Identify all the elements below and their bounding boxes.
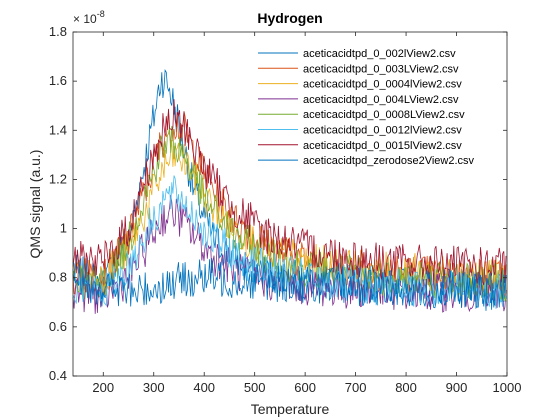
x-tick-label: 500 bbox=[244, 380, 266, 395]
x-tick-label: 800 bbox=[395, 380, 417, 395]
y-tick-label: 0.4 bbox=[49, 368, 67, 383]
legend-entry-3: aceticacidtpd_0_0004lView2.csv bbox=[303, 79, 462, 91]
y-tick-label: 1.4 bbox=[49, 122, 67, 137]
y-tick-label: 0.8 bbox=[49, 270, 67, 285]
y-multiplier-label: × 10 bbox=[73, 12, 97, 26]
series-line-7 bbox=[72, 99, 507, 286]
y-tick-label: 1.8 bbox=[49, 24, 67, 39]
series-line-8 bbox=[72, 258, 507, 311]
y-tick-label: 1.6 bbox=[49, 73, 67, 88]
legend-entry-4: aceticacidtpd_0_004LView2.csv bbox=[303, 94, 459, 106]
svg-text:× 10-8: × 10-8 bbox=[73, 9, 105, 26]
x-tick-label: 900 bbox=[446, 380, 468, 395]
legend: aceticacidtpd_0_002lView2.csv aceticacidt… bbox=[258, 48, 475, 167]
x-tick-label: 600 bbox=[294, 380, 316, 395]
ticks-layer: 200 300 400 500 600 700 800 900 1000 0.4 0.6 0.8 1 1.… bbox=[49, 24, 522, 395]
y-multiplier-exponent: -8 bbox=[97, 9, 105, 19]
legend-entry-6: aceticacidtpd_0_0012lView2.csv bbox=[303, 125, 462, 137]
series-layer bbox=[72, 69, 507, 314]
chart-title: Hydrogen bbox=[257, 10, 322, 26]
x-tick-label: 700 bbox=[345, 380, 367, 395]
y-tick-label: 1 bbox=[60, 221, 67, 236]
legend-entry-1: aceticacidtpd_0_002lView2.csv bbox=[303, 48, 456, 60]
legend-entry-5: aceticacidtpd_0_0008LView2.csv bbox=[303, 109, 465, 121]
y-tick-label: 1.2 bbox=[49, 171, 67, 186]
x-tick-label: 300 bbox=[143, 380, 165, 395]
legend-entry-2: aceticacidtpd_0_003LView2.csv bbox=[303, 63, 459, 75]
x-tick-label: 200 bbox=[92, 380, 114, 395]
plot-background bbox=[73, 32, 507, 376]
legend-entry-8: aceticacidtpd_zerodose2View2.csv bbox=[303, 155, 475, 167]
x-tick-label: 1000 bbox=[493, 380, 522, 395]
legend-entry-7: aceticacidtpd_0_0015lView2.csv bbox=[303, 140, 462, 152]
series-line-6 bbox=[72, 175, 507, 309]
plot-frame bbox=[72, 31, 508, 377]
y-axis-label: QMS signal (a.u.) bbox=[27, 150, 43, 259]
x-tick-label: 400 bbox=[193, 380, 215, 395]
x-axis-label: Temperature bbox=[251, 401, 330, 417]
y-tick-label: 0.6 bbox=[49, 319, 67, 334]
